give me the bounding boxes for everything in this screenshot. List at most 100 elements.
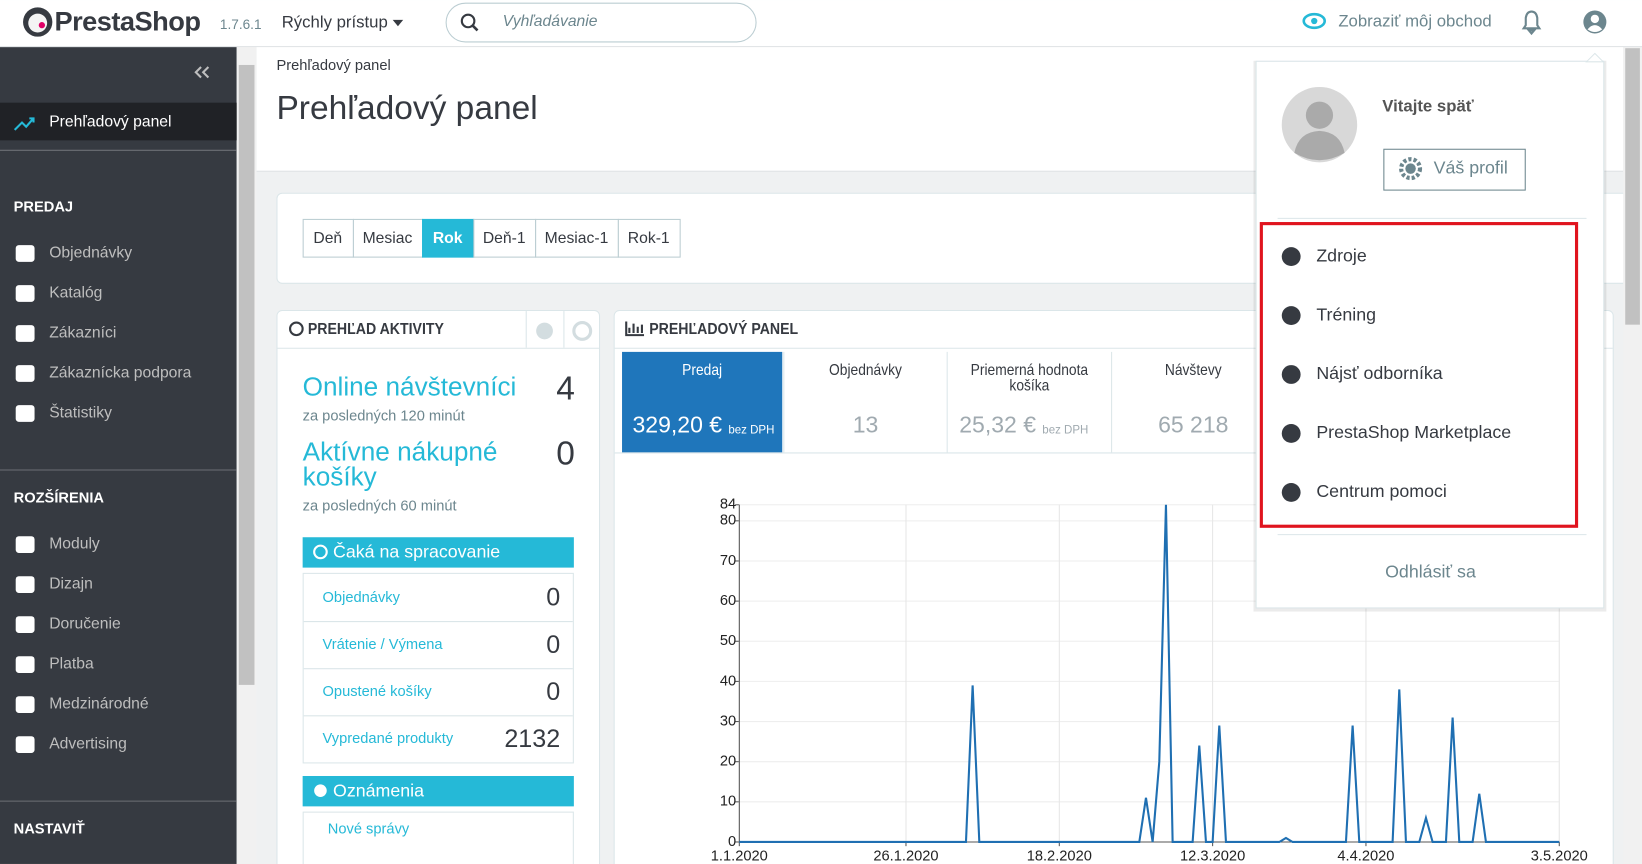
notifications-bell[interactable] [1521,10,1542,36]
kpi-label: Priemerná hodnota košíka [971,362,1089,395]
sidebar-link[interactable]: Dizajn [49,576,93,593]
period-button[interactable] [302,218,354,258]
y-tick-label: 40 [720,673,736,689]
sidebar-link[interactable]: Advertising [49,736,127,753]
collapse-icon[interactable] [194,66,210,79]
sidebar-link[interactable]: Katalóg [49,285,102,302]
page-scroll-thumb[interactable] [1625,48,1640,325]
y-tick-label: 30 [720,713,736,729]
search-icon-handle [471,24,479,32]
sidebar-link[interactable]: Medzinárodné [49,696,149,713]
menu-item[interactable]: Zdroje [1316,245,1367,265]
x-tick-label: 1.1.2020 [711,849,768,864]
sidebar-icon [15,285,35,302]
logout-link[interactable]: Odhlásiť sa [1385,562,1476,582]
notifications-heading: Oznámenia [333,780,424,800]
pending-row-label[interactable]: Opustené košíky [323,684,433,700]
period-button-label[interactable]: Rok [433,230,463,247]
dashboard-title: PREHĽADOVÝ PANEL [649,319,798,338]
period-button-label[interactable]: Rok-1 [628,230,670,247]
notifications-heading-bar [302,776,574,807]
sidebar-icon [15,656,35,673]
search-placeholder: Vyhľadávanie [503,13,598,30]
config-icon[interactable] [536,322,553,340]
period-button[interactable] [473,218,537,258]
sidebar-section-title: ROZŠÍRENIA [14,488,105,506]
period-button-label[interactable]: Deň [313,230,342,247]
pending-row-label[interactable]: Vypredané produkty [323,731,454,747]
period-button[interactable] [422,218,475,258]
sidebar-link[interactable]: Moduly [49,536,100,553]
view-shop-link[interactable]: Zobraziť môj obchod [1338,11,1491,30]
sidebar-icon [15,696,35,713]
kpi-label: Objednávky [829,362,902,379]
notifications-link[interactable]: Nové správy [328,821,410,837]
logo-text[interactable]: PrestaShop [54,5,201,36]
kpi-box[interactable] [948,351,1111,453]
sidebar-link[interactable]: Štatistiky [49,403,112,422]
search-box[interactable] [445,2,757,43]
period-button[interactable] [535,218,619,258]
menu-item-icon [1281,424,1301,443]
sidebar-icon [15,245,35,262]
profile-button-label[interactable]: Váš profil [1434,157,1508,177]
x-tick-label: 26.1.2020 [873,849,938,864]
period-button[interactable] [617,218,681,258]
sidebar-icon [15,576,35,593]
quick-access[interactable]: Rýchly prístup [282,12,388,31]
eye-icon-pupil [1311,17,1318,25]
sidebar-icon [15,616,35,633]
sidebar-scroll-thumb[interactable] [238,64,255,685]
breadcrumb[interactable]: Prehľadový panel [276,58,390,74]
sidebar-link[interactable]: Zákazníci [49,325,116,342]
menu-item[interactable]: Centrum pomoci [1316,481,1447,501]
period-button-label[interactable]: Mesiac [363,230,413,247]
page-title: Prehľadový panel [276,90,537,127]
period-button[interactable] [352,218,424,258]
sidebar-section-title: PREDAJ [14,199,73,215]
y-tick-label: 84 [720,497,736,513]
active-carts-label[interactable]: Aktívne nákupné košíky [303,436,498,491]
notifications-box [302,811,574,864]
pending-row-value: 0 [546,678,560,706]
menu-item[interactable]: PrestaShop Marketplace [1316,422,1511,442]
welcome-text: Vitajte späť [1382,96,1474,115]
kpi-box[interactable] [785,351,946,453]
kpi-label: Návštevy [1165,362,1222,379]
sidebar-link[interactable]: Objednávky [49,245,132,262]
y-tick-label: 0 [728,834,736,850]
sidebar-link[interactable]: Platba [49,656,94,673]
pending-row-label[interactable]: Objednávky [323,590,401,606]
clock-icon [289,321,304,337]
period-button-label[interactable]: Mesiac-1 [545,230,609,247]
refresh-icon[interactable] [572,320,593,341]
menu-item[interactable]: Nájsť odborníka [1316,363,1442,383]
x-tick-label: 12.3.2020 [1180,849,1245,864]
sidebar-active-link[interactable]: Prehľadový panel [49,114,171,131]
kpi-box[interactable] [622,351,783,453]
sidebar-icon [15,536,35,553]
sidebar-link[interactable]: Zákaznícka podpora [49,365,191,382]
kpi-box[interactable] [1113,351,1274,453]
kpi-label: Predaj [682,362,722,379]
pending-icon [313,544,328,560]
period-button-label[interactable]: Deň-1 [483,230,526,247]
pending-row-value: 0 [546,584,560,612]
bar-chart-icon [625,321,645,337]
sidebar-active-item[interactable] [0,102,237,141]
pending-row-label[interactable]: Vrátenie / Výmena [323,637,444,653]
online-visitors-label[interactable]: Online návštevníci [303,371,517,401]
user-icon-body [1587,25,1603,32]
kpi-value: 13 [853,411,879,437]
gear-icon [1399,157,1423,181]
sidebar-link[interactable]: Doručenie [49,616,121,633]
kpi-note: bez DPH [1042,424,1088,436]
x-tick-label: 4.4.2020 [1337,849,1394,864]
sidebar-icon [15,736,35,753]
pending-row-value: 0 [546,631,560,659]
pending-row-value: 2132 [504,725,560,753]
menu-item[interactable]: Tréning [1316,304,1376,324]
